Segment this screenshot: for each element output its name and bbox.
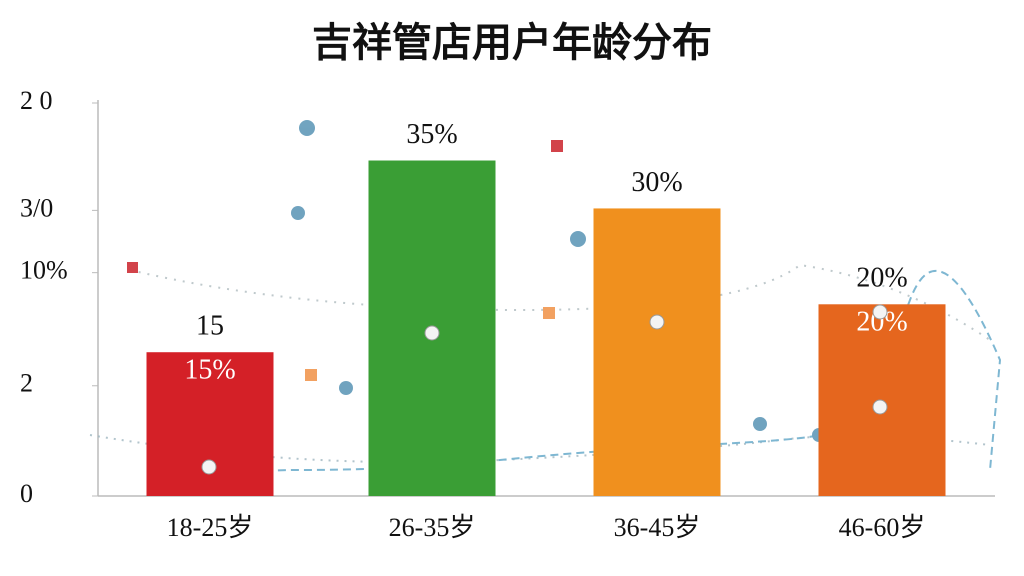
dot (424, 325, 440, 341)
square (127, 262, 138, 273)
y-tick-label: 0 (20, 479, 33, 508)
dot (570, 231, 586, 247)
y-tick-label: 3/0 (20, 193, 53, 222)
y-tick-label: 2 (20, 369, 33, 398)
x-tick-label: 46-60岁 (839, 513, 926, 542)
square (305, 369, 317, 381)
chart-title: 吉祥管店用户年龄分布 (312, 20, 712, 66)
x-tick-label: 26-35岁 (389, 513, 476, 542)
x-tick-label: 36-45岁 (614, 513, 701, 542)
value-label: 35% (406, 119, 457, 150)
value-label: 20% (856, 263, 907, 294)
dot (299, 120, 315, 136)
x-tick-label: 18-25岁 (167, 513, 254, 542)
decoration (201, 304, 888, 475)
plot: 0 2 10% 3/0 2 0 18-25岁 15 15% 26-35岁 35% 36-45岁 30%… (20, 86, 946, 542)
dot (201, 459, 217, 475)
dot (339, 381, 353, 395)
inner-label: 15% (184, 355, 235, 386)
y-tick-label: 2 0 (20, 86, 53, 115)
value-label: 30% (631, 167, 682, 198)
square (551, 140, 563, 152)
bar (593, 208, 721, 496)
y-tick-label: 10% (20, 256, 68, 285)
value-label: 15 (196, 311, 224, 342)
dot (872, 304, 888, 320)
dotted-line (129, 263, 991, 341)
dot (753, 417, 767, 431)
dot (291, 206, 305, 220)
dot (649, 314, 665, 330)
square (543, 307, 555, 319)
dot (872, 399, 888, 415)
